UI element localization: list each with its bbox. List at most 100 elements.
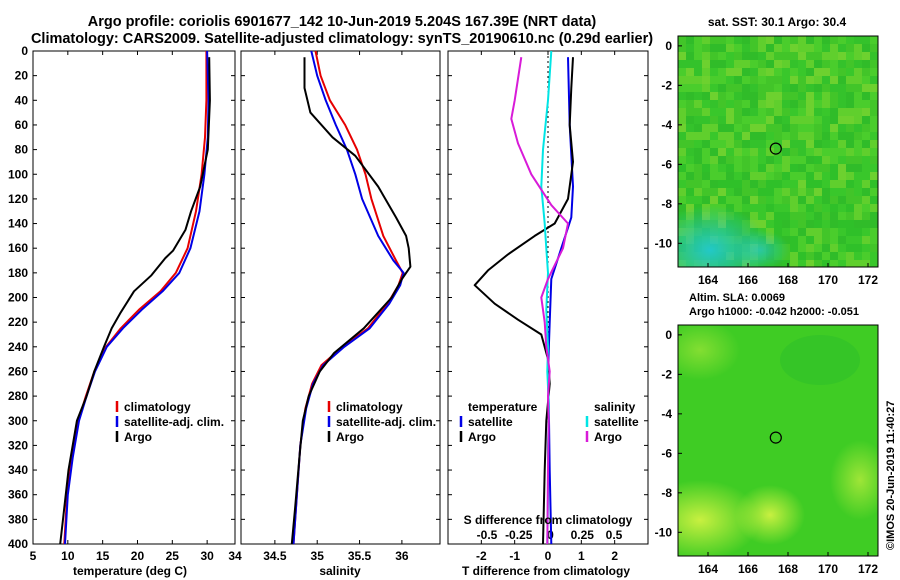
sst-map-cell	[846, 236, 854, 244]
sst-map-cell	[694, 116, 702, 124]
sst-map-cell	[870, 132, 878, 140]
sst-map-cell	[870, 228, 878, 236]
sst-map-cell	[782, 260, 790, 267]
sst-map-cell	[846, 252, 854, 260]
sst-map-cell	[750, 188, 758, 196]
sst-map-cell	[774, 84, 782, 92]
sst-map-cell	[702, 124, 710, 132]
sst-map-cell	[814, 140, 822, 148]
sst-map-cell	[806, 244, 814, 252]
sst-map-cell	[750, 148, 758, 156]
sst-map-cell	[790, 44, 798, 52]
sst-map-cell	[806, 108, 814, 116]
sst-map-cell	[750, 164, 758, 172]
sst-map-cell	[750, 36, 758, 44]
title-line-1: Argo profile: coriolis 6901677_142 10-Ju…	[88, 14, 597, 30]
sst-map-cell	[838, 140, 846, 148]
sst-map-cell	[822, 172, 830, 180]
sst-map-cell	[790, 212, 798, 220]
depth-tick-label: 220	[8, 315, 28, 329]
sst-map-cell	[806, 132, 814, 140]
sst-map-cell	[742, 180, 750, 188]
sst-map-cell	[702, 100, 710, 108]
sst-map-cell	[750, 156, 758, 164]
depth-tick-label: 20	[15, 69, 29, 83]
sst-map-cell	[686, 164, 694, 172]
sst-map-cell	[846, 180, 854, 188]
sst-map-cell	[854, 172, 862, 180]
sst-map-cell	[814, 220, 822, 228]
sst-map-cell	[862, 116, 870, 124]
sst-map-cell	[854, 252, 862, 260]
sst-map-cell	[862, 244, 870, 252]
sst-map-cell	[838, 196, 846, 204]
sst-map-title: sat. SST: 30.1 Argo: 30.4	[708, 15, 847, 29]
sst-map-cell	[870, 164, 878, 172]
sst-map-cell	[718, 92, 726, 100]
sst-map-cell	[726, 148, 734, 156]
sst-map-cell	[806, 124, 814, 132]
sst-map-cell	[742, 124, 750, 132]
sst-map-cell	[750, 100, 758, 108]
sst-map-cell	[774, 76, 782, 84]
sst-map-cell	[742, 108, 750, 116]
sst-map-cell	[710, 92, 718, 100]
sst-map-cell	[814, 156, 822, 164]
sst-map-cell	[838, 36, 846, 44]
sst-map-cell	[862, 44, 870, 52]
sst-map-cell	[870, 244, 878, 252]
sst-map-cell	[742, 196, 750, 204]
sst-map-cell	[758, 68, 766, 76]
sst-map-cell	[830, 100, 838, 108]
sst-map-cell	[766, 100, 774, 108]
sst-map-cell	[782, 180, 790, 188]
sst-map-cell	[822, 100, 830, 108]
sst-map-cell	[822, 164, 830, 172]
legend-label-sal-satellite: satellite	[594, 415, 639, 429]
sst-map-cell	[798, 52, 806, 60]
sst-map-cell	[814, 148, 822, 156]
sst-map-cell	[702, 84, 710, 92]
legend-label-climatology: climatology	[336, 400, 403, 414]
sst-map-cell	[870, 84, 878, 92]
sst-map-cell	[790, 52, 798, 60]
sst-map-cell	[798, 132, 806, 140]
series-line-argo	[290, 57, 412, 545]
sst-map-cell	[694, 92, 702, 100]
salinity-series	[290, 50, 412, 545]
sst-map-cell	[694, 172, 702, 180]
sst-map-cell	[822, 140, 830, 148]
sst-map-cell	[806, 204, 814, 212]
sst-map-cell	[790, 180, 798, 188]
sst-map-cell	[854, 44, 862, 52]
map-x-tick-label: 172	[858, 562, 878, 576]
argo-position-marker	[769, 431, 782, 444]
sst-map-cell	[678, 52, 686, 60]
sst-map-cell	[814, 172, 822, 180]
legend-label-temp-satellite: satellite	[468, 415, 513, 429]
sst-map-cell	[814, 236, 822, 244]
sst-map-cell	[782, 60, 790, 68]
sst-map-cell	[678, 164, 686, 172]
sst-map-cell	[710, 44, 718, 52]
sst-map-cell	[702, 132, 710, 140]
legend-label-sal-argo: Argo	[594, 430, 622, 444]
sst-map-cell	[790, 236, 798, 244]
sst-map-cell	[702, 68, 710, 76]
sst-map-cell	[846, 196, 854, 204]
sst-map-cell	[862, 164, 870, 172]
sst-map-cell	[782, 172, 790, 180]
sst-map-cell	[734, 68, 742, 76]
sst-map-cell	[782, 164, 790, 172]
sst-map-cell	[702, 116, 710, 124]
sst-map-cell	[798, 220, 806, 228]
map-y-tick-label: -2	[661, 78, 672, 92]
sst-map-cell	[798, 188, 806, 196]
sst-map-cell	[854, 36, 862, 44]
sst-map-cell	[718, 68, 726, 76]
sst-map-cell	[774, 52, 782, 60]
sst-map-cell	[830, 260, 838, 267]
sst-map-cell	[790, 92, 798, 100]
sst-map-cell	[862, 76, 870, 84]
sst-map-cell	[814, 76, 822, 84]
